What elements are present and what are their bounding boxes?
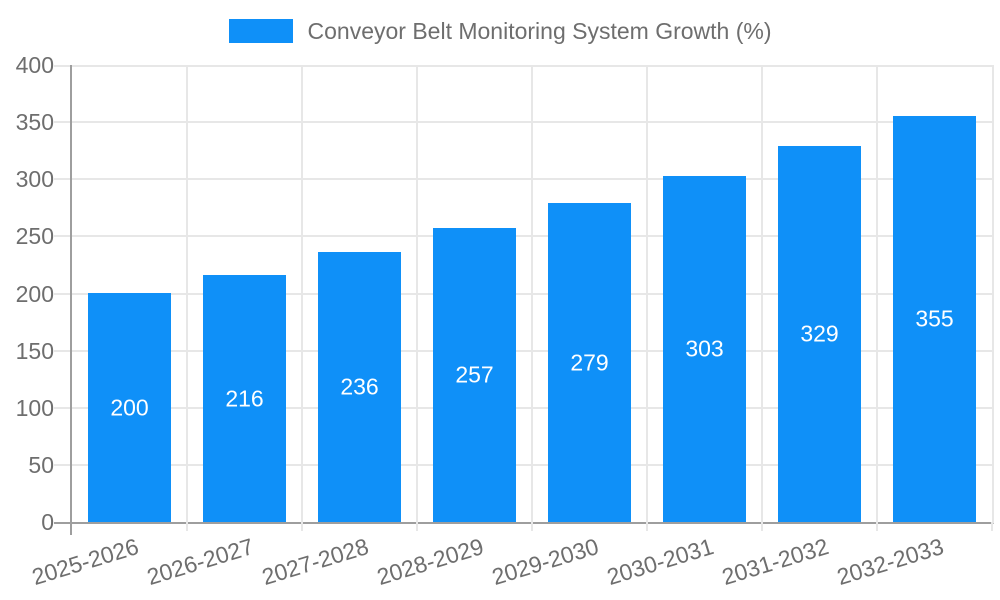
x-gridline — [416, 65, 418, 522]
x-axis-tick — [301, 522, 303, 531]
y-tick-label: 0 — [41, 509, 54, 535]
x-gridline — [301, 65, 303, 522]
bar: 355 — [893, 116, 976, 522]
bar-value-label: 257 — [455, 361, 494, 388]
x-gridline — [186, 65, 188, 522]
y-axis-tick — [54, 407, 70, 409]
y-tick-label: 300 — [15, 166, 54, 192]
y-tick-label: 350 — [15, 109, 54, 135]
bar: 236 — [318, 252, 401, 522]
x-gridline — [876, 65, 878, 522]
bar-value-label: 236 — [340, 373, 379, 400]
y-axis-tick — [54, 235, 70, 237]
y-axis-labels: 0 50 100 150 200 250 300 350 400 — [0, 52, 54, 535]
x-axis-labels: 2025-2026 2026-2027 2027-2028 2028-2029 2029… — [29, 533, 992, 597]
y-tick-label: 200 — [15, 281, 54, 307]
bar: 329 — [778, 146, 861, 522]
bar-value-label: 216 — [225, 385, 264, 411]
bar-value-label: 355 — [915, 305, 954, 332]
x-tick-label: 2026-2027 — [143, 533, 257, 591]
y-tick-label: 50 — [28, 452, 54, 478]
x-axis-tick — [646, 522, 648, 531]
x-axis-tick — [531, 522, 533, 531]
x-axis-corner-tick — [70, 522, 72, 535]
x-axis-tick — [876, 522, 878, 531]
x-tick-label: 2025-2026 — [28, 533, 142, 591]
x-axis-tick — [416, 522, 418, 531]
x-axis-tick — [186, 522, 188, 531]
bar-value-label: 329 — [800, 320, 839, 347]
x-gridline — [531, 65, 533, 522]
x-axis-tick — [991, 522, 993, 531]
y-tick-label: 150 — [15, 338, 54, 364]
x-gridline — [761, 65, 763, 522]
x-tick-label: 2028-2029 — [373, 533, 487, 591]
bar: 200 — [88, 293, 171, 522]
y-tick-label: 250 — [15, 223, 54, 249]
y-axis-tick — [54, 293, 70, 295]
x-tick-label: 2032-2033 — [833, 533, 947, 591]
y-axis-tick — [54, 350, 70, 352]
x-tick-label: 2027-2028 — [258, 533, 372, 591]
bar: 303 — [663, 176, 746, 522]
plot-area: 200 216 236 257 279 303 329 355 — [54, 65, 994, 535]
bar-value-label: 279 — [570, 349, 609, 375]
x-tick-label: 2031-2032 — [718, 533, 832, 591]
y-axis-tick — [54, 522, 70, 524]
y-axis-tick — [54, 121, 70, 123]
bar: 279 — [548, 203, 631, 522]
legend-swatch — [228, 19, 293, 43]
y-axis-tick — [54, 178, 70, 180]
x-gridline — [646, 65, 648, 522]
y-tick-label: 400 — [15, 52, 54, 78]
y-axis-tick — [54, 65, 70, 67]
x-axis-tick — [761, 522, 763, 531]
chart-legend: Conveyor Belt Monitoring System Growth (… — [0, 13, 1000, 49]
bar-value-label: 303 — [685, 335, 724, 362]
bar-value-label: 200 — [110, 394, 149, 420]
bar: 257 — [433, 228, 516, 522]
y-tick-label: 100 — [15, 395, 54, 421]
y-axis-tick — [54, 464, 70, 466]
x-tick-label: 2030-2031 — [603, 533, 717, 591]
bar: 216 — [203, 275, 286, 522]
legend-label: Conveyor Belt Monitoring System Growth (… — [307, 18, 772, 44]
x-tick-label: 2029-2030 — [488, 533, 602, 591]
